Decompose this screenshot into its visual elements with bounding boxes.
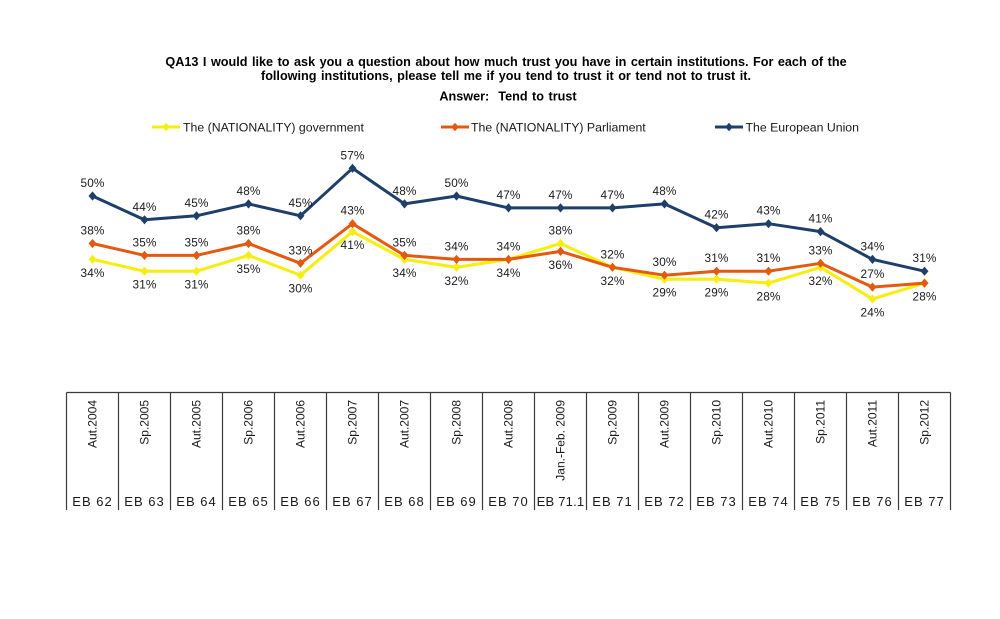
svg-text:Jan.-Feb. 2009: Jan.-Feb. 2009 xyxy=(554,400,568,481)
svg-text:EB 63: EB 63 xyxy=(124,494,164,509)
svg-text:36%: 36% xyxy=(549,258,573,272)
svg-text:28%: 28% xyxy=(757,290,781,304)
svg-text:EB 66: EB 66 xyxy=(280,494,320,509)
svg-text:Aut.2004: Aut.2004 xyxy=(86,400,100,448)
svg-text:EB 74: EB 74 xyxy=(748,494,788,509)
svg-text:Sp.2007: Sp.2007 xyxy=(346,400,360,445)
svg-text:27%: 27% xyxy=(861,267,885,281)
svg-text:32%: 32% xyxy=(601,274,625,288)
svg-text:34%: 34% xyxy=(497,266,521,280)
svg-text:35%: 35% xyxy=(237,262,261,276)
svg-text:31%: 31% xyxy=(913,251,937,265)
svg-text:Aut.2005: Aut.2005 xyxy=(190,400,204,448)
svg-text:30%: 30% xyxy=(653,255,677,269)
svg-text:48%: 48% xyxy=(393,184,417,198)
svg-text:34%: 34% xyxy=(393,266,417,280)
svg-text:43%: 43% xyxy=(341,204,365,218)
svg-text:EB 72: EB 72 xyxy=(644,494,684,509)
svg-text:34%: 34% xyxy=(445,239,469,253)
svg-text:45%: 45% xyxy=(289,196,313,210)
svg-text:Aut.2008: Aut.2008 xyxy=(502,400,516,448)
svg-text:38%: 38% xyxy=(237,224,261,238)
svg-text:32%: 32% xyxy=(601,247,625,261)
svg-text:33%: 33% xyxy=(289,243,313,257)
svg-text:28%: 28% xyxy=(913,290,937,304)
svg-text:EB 76: EB 76 xyxy=(852,494,892,509)
svg-text:EB 65: EB 65 xyxy=(228,494,268,509)
svg-text:EB 71.1: EB 71.1 xyxy=(537,494,585,509)
svg-text:34%: 34% xyxy=(497,239,521,253)
svg-text:following institutions, please: following institutions, please tell me i… xyxy=(261,69,751,83)
svg-text:EB 62: EB 62 xyxy=(72,494,112,509)
svg-text:47%: 47% xyxy=(601,188,625,202)
svg-text:43%: 43% xyxy=(757,204,781,218)
svg-text:The (NATIONALITY) Parliament: The (NATIONALITY) Parliament xyxy=(471,121,646,135)
svg-text:EB 69: EB 69 xyxy=(436,494,476,509)
svg-text:44%: 44% xyxy=(133,200,157,214)
svg-text:EB 75: EB 75 xyxy=(800,494,840,509)
svg-text:Sp.2005: Sp.2005 xyxy=(138,400,152,445)
svg-text:QA13 I would like to ask you a: QA13 I would like to ask you a question … xyxy=(165,55,846,69)
svg-text:47%: 47% xyxy=(497,188,521,202)
svg-text:35%: 35% xyxy=(393,235,417,249)
svg-text:42%: 42% xyxy=(705,208,729,222)
svg-text:EB 73: EB 73 xyxy=(696,494,736,509)
svg-text:57%: 57% xyxy=(341,148,365,162)
svg-text:34%: 34% xyxy=(861,239,885,253)
svg-text:EB 70: EB 70 xyxy=(488,494,528,509)
svg-text:35%: 35% xyxy=(133,235,157,249)
svg-text:Sp.2008: Sp.2008 xyxy=(450,400,464,445)
svg-text:48%: 48% xyxy=(653,184,677,198)
svg-text:31%: 31% xyxy=(705,251,729,265)
svg-text:EB 64: EB 64 xyxy=(176,494,216,509)
svg-text:50%: 50% xyxy=(81,176,105,190)
svg-text:EB 77: EB 77 xyxy=(904,494,944,509)
svg-text:29%: 29% xyxy=(705,286,729,300)
svg-text:38%: 38% xyxy=(549,224,573,238)
svg-text:31%: 31% xyxy=(133,278,157,292)
svg-text:Aut.2009: Aut.2009 xyxy=(658,400,672,448)
svg-text:The European Union: The European Union xyxy=(746,121,860,135)
svg-text:38%: 38% xyxy=(81,224,105,238)
svg-text:24%: 24% xyxy=(861,306,885,320)
svg-text:31%: 31% xyxy=(185,278,209,292)
svg-text:48%: 48% xyxy=(237,184,261,198)
svg-text:Sp.2012: Sp.2012 xyxy=(918,400,932,445)
svg-text:50%: 50% xyxy=(445,176,469,190)
svg-text:32%: 32% xyxy=(809,274,833,288)
svg-text:Sp.2011: Sp.2011 xyxy=(814,400,828,444)
svg-text:Sp.2009: Sp.2009 xyxy=(606,400,620,445)
svg-text:32%: 32% xyxy=(445,274,469,288)
svg-text:33%: 33% xyxy=(809,243,833,257)
svg-text:The (NATIONALITY) government: The (NATIONALITY) government xyxy=(183,121,364,135)
svg-text:29%: 29% xyxy=(653,286,677,300)
svg-text:EB 67: EB 67 xyxy=(332,494,372,509)
svg-text:Sp.2006: Sp.2006 xyxy=(242,400,256,445)
svg-text:Answer: Tend to trust: Answer: Tend to trust xyxy=(439,90,577,104)
svg-text:35%: 35% xyxy=(185,235,209,249)
svg-text:Aut.2010: Aut.2010 xyxy=(762,400,776,448)
svg-text:Sp.2010: Sp.2010 xyxy=(710,400,724,445)
svg-text:47%: 47% xyxy=(549,188,573,202)
svg-text:Aut.2011: Aut.2011 xyxy=(866,400,880,447)
svg-text:41%: 41% xyxy=(341,238,365,252)
svg-text:31%: 31% xyxy=(757,251,781,265)
svg-text:EB 71: EB 71 xyxy=(592,494,632,509)
svg-text:34%: 34% xyxy=(81,266,105,280)
svg-text:45%: 45% xyxy=(185,196,209,210)
svg-text:EB 68: EB 68 xyxy=(384,494,424,509)
svg-text:41%: 41% xyxy=(809,212,833,226)
svg-text:Aut.2006: Aut.2006 xyxy=(294,400,308,448)
svg-text:Aut.2007: Aut.2007 xyxy=(398,400,412,448)
svg-text:30%: 30% xyxy=(289,282,313,296)
